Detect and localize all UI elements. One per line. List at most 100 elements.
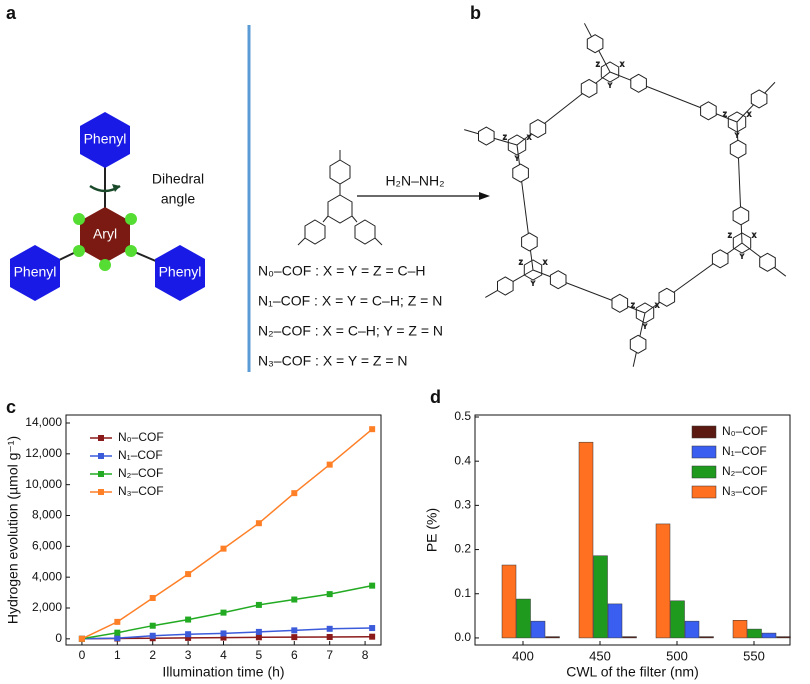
ring-atom: Z: [728, 234, 732, 240]
benzene-ring: [759, 252, 776, 272]
bar: [501, 564, 517, 639]
ring-atom: Z: [631, 304, 635, 310]
legend-marker: [691, 425, 717, 439]
benzene-ring: [750, 89, 768, 109]
x-tick-label: 3: [185, 648, 192, 662]
legend-label: N₂–COF: [722, 464, 767, 478]
point: [220, 545, 227, 552]
plot-frame: [474, 414, 791, 646]
variant: N₀–COF : X = Y = Z = C–H: [258, 263, 426, 279]
y-tick-label: 0.3: [454, 498, 471, 512]
point: [255, 520, 262, 527]
triazine-ring: [507, 134, 527, 156]
y-tick-label: 0.0: [454, 630, 471, 644]
point: [220, 634, 227, 641]
y-tick-label: 4,000: [32, 569, 62, 583]
point: [255, 601, 262, 608]
bond: [532, 269, 646, 314]
point: [255, 628, 262, 635]
bar: [545, 636, 560, 639]
ring-atom: X: [747, 113, 751, 119]
variant: N₁–COF : X = Y = C–H; Z = N: [258, 293, 442, 309]
y-axis-label: PE (%): [424, 508, 440, 552]
y-tick-label: 14,000: [25, 415, 62, 429]
point: [369, 633, 376, 640]
monomer: [297, 150, 383, 246]
ring-atom: X: [655, 304, 659, 310]
point: [185, 571, 192, 578]
legend-label: N₂–COF: [118, 466, 163, 480]
x-tick-label: 500: [666, 648, 688, 663]
point: [114, 635, 121, 642]
triazine-ring: [635, 302, 655, 324]
x-tick-label: 400: [512, 648, 534, 663]
legend-marker: [691, 465, 717, 479]
aryl-scheme: [10, 112, 205, 301]
x-tick-label: 7: [326, 648, 333, 662]
bar: [607, 603, 623, 639]
legend-marker: [98, 435, 104, 441]
point: [291, 490, 298, 497]
point: [185, 631, 192, 638]
legend-label: N₃–COF: [118, 484, 164, 498]
bar: [670, 600, 685, 639]
legend-marker: [691, 445, 717, 459]
benzene-ring: [497, 276, 514, 296]
x-tick-label: 5: [256, 648, 263, 662]
legend-label: N₃–COF: [722, 484, 768, 498]
point: [369, 426, 376, 433]
ring-atom: Z: [723, 113, 727, 119]
ring-atom: Y: [740, 255, 744, 261]
point: [185, 616, 192, 623]
cof-structure: X Y Z X Y Z X Y Z X Y Z X Y Z X Y Z: [464, 23, 787, 367]
y-tick-label: 0.1: [454, 586, 471, 600]
benzene-ring: [611, 293, 629, 313]
bond: [609, 71, 738, 123]
ring-atom: X: [527, 136, 531, 142]
x-tick-label: 0: [79, 648, 86, 662]
benzene-ring: [700, 101, 717, 121]
y-tick-label: 6,000: [32, 539, 62, 553]
bar: [622, 636, 637, 639]
benzene-ring: [529, 119, 547, 139]
reagent: H₂N–NH₂: [385, 173, 444, 189]
x-axis-label: Illumination time (h): [162, 664, 284, 680]
benzene-ring: [478, 126, 495, 146]
angle-label: Dihedral: [152, 171, 204, 187]
y-tick-label: 2,000: [32, 600, 62, 614]
substituent-label: Phenyl: [14, 264, 57, 280]
bar: [761, 632, 777, 639]
bar: [699, 636, 714, 639]
bar: [655, 523, 671, 639]
core-label: Aryl: [93, 226, 117, 242]
panel-label: d: [430, 387, 441, 407]
point: [114, 618, 121, 625]
ring-atom: X: [620, 63, 624, 69]
point: [326, 633, 333, 640]
point: [291, 596, 298, 603]
legend-marker: [98, 489, 104, 495]
point: [369, 625, 376, 632]
panel-label: a: [6, 3, 17, 23]
bar: [732, 620, 748, 639]
legend-label: N₁–COF: [118, 448, 163, 462]
x-axis-label: CWL of the filter (nm): [566, 664, 699, 680]
point: [291, 627, 298, 634]
point: [114, 629, 121, 636]
ring-atom: Y: [608, 84, 612, 90]
benzene-ring: [711, 249, 729, 269]
ring-atom: Y: [531, 282, 535, 288]
bar: [530, 620, 546, 639]
point: [369, 582, 376, 589]
point: [78, 635, 85, 642]
point: [185, 634, 192, 641]
benzene-ring: [580, 78, 598, 98]
ring-atom: Y: [735, 134, 739, 140]
y-tick-label: 8,000: [32, 508, 62, 522]
bar: [747, 628, 762, 639]
y-axis-label: Hydrogen evolution (µmol g⁻¹): [5, 436, 21, 624]
point: [326, 461, 333, 468]
bar: [578, 441, 594, 639]
benzene-ring: [629, 334, 647, 354]
